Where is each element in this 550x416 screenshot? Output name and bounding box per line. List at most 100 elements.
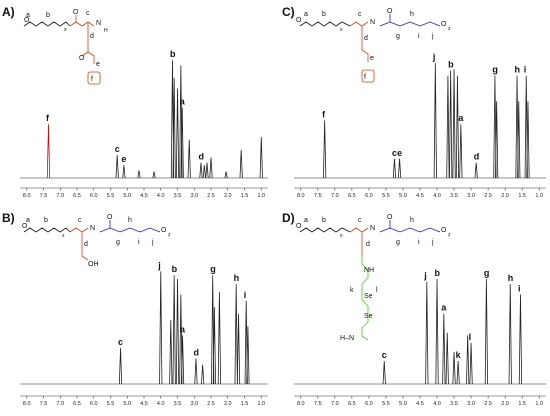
x-tick-label: 2.5 bbox=[484, 193, 492, 199]
x-tick-label: 4.0 bbox=[157, 193, 165, 199]
nmr-peak bbox=[466, 335, 470, 385]
x-tick-label: 6.5 bbox=[348, 401, 356, 407]
peak-label: a bbox=[441, 303, 447, 313]
peak-label: j bbox=[432, 52, 436, 62]
nmr-peak bbox=[459, 124, 463, 179]
x-tick-label: 1.5 bbox=[241, 193, 249, 199]
struct-a-H: H bbox=[104, 28, 108, 34]
struct-c-O-amide: O bbox=[387, 8, 393, 15]
peak-label: d bbox=[193, 347, 199, 357]
panel-a: A) O a b x O c N H d O e f bbox=[2, 5, 268, 199]
panel-b: B) O a b x c d OH N O O z g bbox=[2, 211, 268, 407]
peak-label: c bbox=[115, 144, 120, 154]
x-tick-label: 3.5 bbox=[450, 401, 458, 407]
peak-label: c bbox=[392, 148, 397, 158]
nmr-peak bbox=[46, 124, 51, 179]
struct-c-label-c: c bbox=[358, 11, 362, 18]
x-tick-label: 1.0 bbox=[535, 401, 543, 407]
nmr-peak bbox=[180, 107, 184, 179]
nmr-peak bbox=[474, 162, 478, 179]
x-tick-label: 6.5 bbox=[73, 193, 81, 199]
peak-label: a bbox=[458, 113, 464, 123]
x-tick-label: 7.0 bbox=[331, 193, 339, 199]
nmr-peak bbox=[152, 171, 156, 179]
struct-c-O: O bbox=[296, 17, 302, 24]
peak-label: c bbox=[382, 350, 387, 360]
nmr-peak bbox=[246, 326, 250, 385]
nmr-peak bbox=[169, 319, 173, 385]
struct-d-O-amide: O bbox=[387, 214, 393, 221]
x-tick-label: 7.5 bbox=[40, 193, 48, 199]
x-tick-label: 5.5 bbox=[107, 401, 115, 407]
x-tick-label: 8.0 bbox=[23, 193, 31, 199]
nmr-peak bbox=[445, 332, 449, 385]
x-tick-label: 5.5 bbox=[107, 193, 115, 199]
struct-d-NH: N bbox=[370, 225, 375, 232]
struct-a-label-c: c bbox=[86, 10, 90, 17]
peak-label: g bbox=[210, 264, 216, 274]
nmr-peak bbox=[442, 313, 446, 385]
peak-label: c bbox=[118, 337, 123, 347]
nmr-peak bbox=[115, 154, 119, 179]
nmr-peak bbox=[526, 101, 530, 179]
struct-d-label-i: i bbox=[418, 239, 420, 246]
panel-b-label: B) bbox=[2, 211, 15, 225]
nmr-peak bbox=[172, 78, 176, 179]
struct-a-O: O bbox=[24, 17, 30, 24]
struct-b-NH: N bbox=[90, 225, 95, 232]
struct-a-label-b: b bbox=[46, 12, 50, 19]
peak-label: i bbox=[518, 283, 521, 293]
struct-c-label-i: i bbox=[418, 33, 420, 40]
struct-d-label-c: c bbox=[358, 217, 362, 224]
x-tick-label: 7.0 bbox=[56, 193, 64, 199]
x-tick-label: 7.5 bbox=[314, 401, 322, 407]
nmr-peak bbox=[202, 165, 206, 179]
nmr-peak bbox=[159, 271, 163, 385]
peak-label: e bbox=[397, 148, 402, 158]
struct-d-z: z bbox=[448, 232, 451, 238]
struct-a-O-ester: O bbox=[79, 55, 85, 62]
x-tick-label: 2.5 bbox=[207, 193, 215, 199]
struct-b-label-a: a bbox=[26, 217, 30, 224]
x-tick-label: 3.5 bbox=[174, 193, 182, 199]
peak-label: h bbox=[508, 273, 514, 283]
x-tick-label: 6.5 bbox=[348, 193, 356, 199]
x-tick-label: 3.0 bbox=[190, 193, 198, 199]
nmr-peak bbox=[495, 101, 499, 179]
peak-label: a bbox=[180, 97, 186, 107]
peak-label: h bbox=[515, 65, 521, 75]
x-tick-label: 2.5 bbox=[207, 401, 215, 407]
x-tick-label: 1.5 bbox=[241, 401, 249, 407]
nmr-peak bbox=[175, 88, 180, 179]
nmr-peak bbox=[224, 171, 228, 179]
x-tick-label: 4.0 bbox=[433, 193, 441, 199]
x-tick-label: 3.0 bbox=[467, 401, 475, 407]
panel-c-x-axis: 8.0 7.5 7.0 6.5 6.0 5.5 5.0 4.5 4.0 3.5 3.0 2.5 2.0 1… bbox=[294, 187, 546, 199]
panel-a-structure: O a b x O c N H d O e f bbox=[23, 9, 108, 85]
struct-b-O-amide: O bbox=[107, 214, 113, 221]
x-tick-label: 2.0 bbox=[224, 193, 232, 199]
panel-b-x-axis: 8.0 7.5 7.0 6.5 6.0 5.5 5.0 4.5 4.0 3.5 3.0 2.5 2.0 1… bbox=[20, 395, 268, 407]
nmr-peak bbox=[118, 348, 123, 385]
x-tick-label: 3.5 bbox=[174, 401, 182, 407]
struct-d-label-x: x bbox=[340, 233, 343, 239]
peak-label: d bbox=[198, 152, 204, 162]
nmr-peak bbox=[122, 165, 126, 179]
struct-b-OH: OH bbox=[88, 261, 99, 268]
struct-b-O-end: O bbox=[161, 227, 167, 234]
nmr-peak bbox=[194, 358, 198, 385]
nmr-peak bbox=[209, 157, 213, 179]
struct-c-label-x: x bbox=[340, 27, 343, 33]
nmr-peak bbox=[175, 279, 180, 385]
struct-b-label-x: x bbox=[62, 233, 65, 239]
x-tick-label: 4.5 bbox=[140, 401, 148, 407]
nmr-peak bbox=[236, 313, 241, 385]
peak-label: b bbox=[448, 59, 454, 69]
nmr-peak bbox=[397, 158, 402, 179]
x-tick-label: 3.5 bbox=[450, 193, 458, 199]
nmr-peak bbox=[199, 162, 203, 179]
x-tick-label: 6.0 bbox=[90, 193, 98, 199]
x-tick-label: 1.5 bbox=[518, 401, 526, 407]
